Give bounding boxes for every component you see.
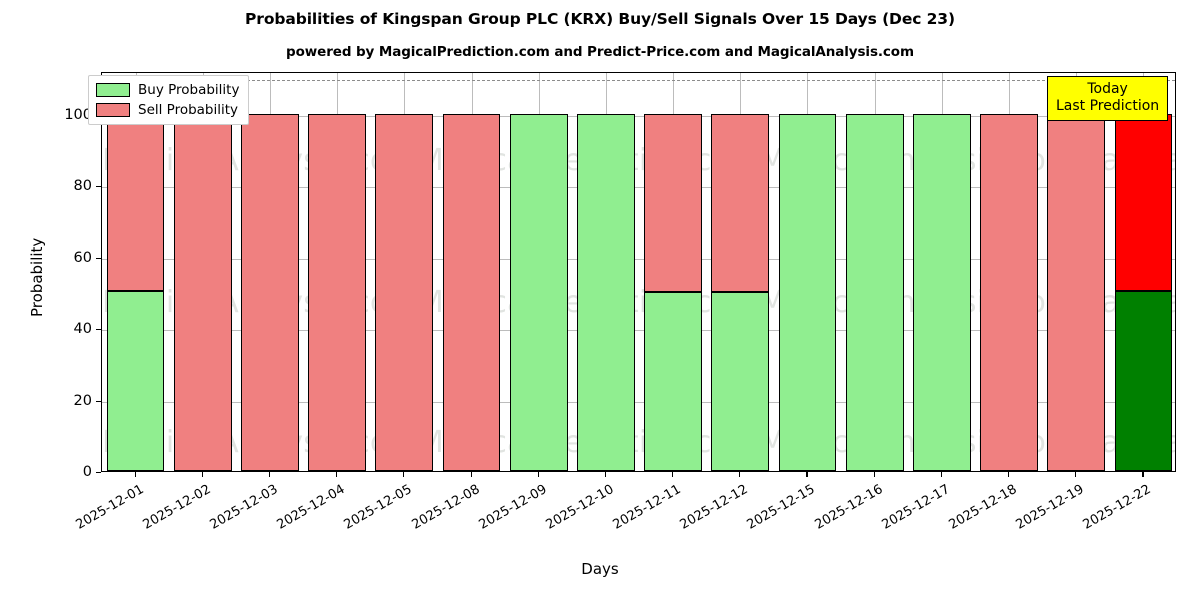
bar-segment-sell[interactable]	[1047, 113, 1106, 471]
bar-segment-buy[interactable]	[845, 113, 904, 471]
bar-segment-sell[interactable]	[173, 113, 232, 471]
chart-title: Probabilities of Kingspan Group PLC (KRX…	[245, 10, 955, 28]
plot-area: MagicalAnalysis.comMagicalPrediction.com…	[101, 72, 1176, 472]
bar-segment-sell[interactable]	[241, 113, 299, 471]
x-axis-tick-mark	[806, 472, 808, 477]
today-annotation: Today Last Prediction	[1047, 76, 1169, 122]
bar-segment-buy[interactable]	[1114, 290, 1173, 471]
bar-group[interactable]	[980, 73, 1038, 471]
bar-group[interactable]	[442, 73, 501, 471]
y-axis-tick-label: 60	[73, 249, 92, 266]
legend-swatch	[96, 103, 130, 117]
bar-segment-sell[interactable]	[375, 113, 434, 471]
gridline-horizontal	[102, 187, 1175, 189]
x-axis-tick-mark	[739, 472, 741, 477]
bars-layer	[102, 73, 1175, 471]
x-axis-label: Days	[581, 560, 619, 578]
bar-group[interactable]	[1114, 73, 1173, 471]
bar-segment-buy[interactable]	[711, 292, 770, 471]
y-axis-tick-mark	[96, 257, 101, 259]
legend-item: Sell Probability	[96, 102, 239, 118]
bar-group[interactable]	[912, 73, 971, 471]
legend-swatch	[96, 83, 130, 97]
gridline-horizontal	[102, 115, 1175, 117]
bar-group[interactable]	[778, 73, 837, 471]
y-axis-tick-mark	[96, 186, 101, 188]
y-axis-tick-label: 40	[73, 321, 92, 338]
bar-segment-sell[interactable]	[980, 113, 1038, 471]
y-axis-tick-label: 0	[82, 464, 92, 480]
bar-segment-sell[interactable]	[308, 113, 367, 471]
y-axis-tick-label: 80	[73, 178, 92, 195]
threshold-line	[102, 80, 1175, 82]
y-axis-tick-mark	[96, 329, 101, 331]
x-axis-tick-mark	[403, 472, 405, 477]
x-axis-tick-mark	[201, 472, 203, 477]
bar-group[interactable]	[644, 73, 702, 471]
chart-subtitle: powered by MagicalPrediction.com and Pre…	[286, 44, 914, 60]
x-axis-tick-mark	[268, 472, 271, 477]
bar-segment-sell[interactable]	[711, 113, 770, 293]
bar-group[interactable]	[1047, 73, 1106, 471]
bar-segment-buy[interactable]	[509, 113, 568, 471]
x-axis-tick-mark	[873, 472, 875, 477]
x-axis-tick-mark	[336, 472, 338, 477]
today-annotation-line2: Last Prediction	[1056, 98, 1160, 115]
bar-group[interactable]	[577, 73, 635, 471]
bar-group[interactable]	[173, 73, 232, 471]
bar-segment-buy[interactable]	[106, 290, 165, 471]
bar-group[interactable]	[845, 73, 904, 471]
y-axis-tick-label: 100	[64, 106, 92, 123]
x-axis-tick-mark	[470, 472, 472, 477]
bar-group[interactable]	[106, 73, 165, 471]
bar-segment-sell[interactable]	[442, 113, 501, 471]
legend-label: Buy Probability	[138, 82, 240, 98]
gridline-horizontal	[102, 401, 1175, 403]
x-axis-tick-mark	[537, 472, 539, 477]
x-axis-tick-mark	[134, 472, 136, 477]
today-annotation-line1: Today	[1087, 81, 1128, 97]
bar-group[interactable]	[308, 73, 367, 471]
x-axis-tick-mark	[604, 472, 606, 477]
bar-segment-sell[interactable]	[1114, 113, 1173, 291]
x-axis-tick-mark	[1008, 472, 1010, 477]
bar-group[interactable]	[509, 73, 568, 471]
bar-segment-buy[interactable]	[577, 113, 635, 471]
x-axis-tick-mark	[672, 472, 674, 477]
legend-item: Buy Probability	[96, 82, 239, 98]
gridline-horizontal	[102, 330, 1175, 332]
bar-group[interactable]	[241, 73, 299, 471]
bar-group[interactable]	[711, 73, 770, 471]
bar-segment-buy[interactable]	[912, 113, 971, 471]
gridline-horizontal	[102, 258, 1175, 260]
x-axis-tick-mark	[940, 472, 942, 477]
x-axis-tick-mark	[1075, 472, 1077, 477]
y-axis-tick-mark	[96, 400, 101, 402]
y-axis-tick-mark	[96, 472, 101, 474]
y-axis-tick-label: 20	[73, 392, 92, 409]
legend-label: Sell Probability	[138, 102, 239, 118]
chart-legend: Buy Probability Sell Probability	[88, 75, 250, 125]
bar-segment-buy[interactable]	[644, 292, 702, 471]
bar-group[interactable]	[375, 73, 434, 471]
bar-segment-sell[interactable]	[106, 113, 165, 291]
bar-segment-sell[interactable]	[644, 113, 702, 293]
bar-segment-buy[interactable]	[778, 113, 837, 471]
x-axis-tick-mark	[1142, 472, 1144, 477]
y-axis-label: Probability	[28, 237, 46, 317]
